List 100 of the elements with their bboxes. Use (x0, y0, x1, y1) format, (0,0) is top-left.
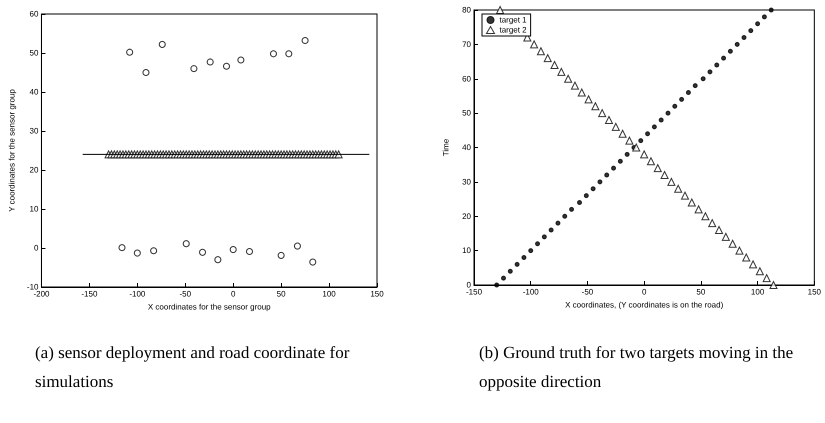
point (756, 267, 764, 276)
point (237, 56, 244, 64)
point (741, 35, 746, 40)
point (734, 42, 740, 47)
point (190, 65, 198, 72)
y-tick-label: 70 (462, 40, 472, 49)
point (688, 198, 696, 206)
point (721, 56, 726, 61)
x-tick-label: 100 (750, 288, 765, 296)
point (578, 88, 586, 96)
point (701, 212, 710, 220)
x-tick-label: -50 (582, 288, 594, 296)
point (246, 248, 253, 256)
y-tick-label: 50 (30, 48, 40, 58)
x-axis-title: X coordinates for the sensor group (148, 302, 272, 312)
point (735, 246, 744, 255)
x-tick-label: 150 (808, 288, 822, 296)
point (285, 50, 292, 58)
point (514, 262, 520, 267)
point (501, 276, 506, 281)
point (158, 40, 166, 48)
point (134, 250, 141, 257)
point (769, 281, 778, 289)
point (528, 248, 534, 254)
y-tick-label: 80 (462, 6, 472, 14)
y-tick-label: 60 (30, 10, 40, 18)
point (762, 14, 767, 20)
point (625, 136, 634, 145)
y-tick-label: 10 (30, 204, 40, 214)
point (640, 150, 648, 158)
point (548, 228, 554, 232)
point (562, 214, 568, 219)
x-tick-label: 0 (230, 290, 236, 298)
point (667, 178, 676, 186)
point (604, 116, 613, 124)
point (618, 130, 627, 138)
y-tick-label: 50 (462, 108, 472, 118)
point (591, 102, 600, 110)
point (270, 50, 277, 58)
point (714, 62, 720, 68)
point (755, 21, 760, 26)
point (652, 124, 657, 130)
point (214, 256, 222, 264)
point (749, 260, 758, 268)
y-tick-label: 20 (462, 212, 472, 221)
point (624, 152, 630, 157)
point (542, 234, 547, 240)
point (206, 58, 214, 66)
point (230, 246, 237, 254)
point (536, 47, 545, 56)
y-tick-label: 0 (34, 244, 40, 252)
y-tick-label: 20 (30, 166, 40, 174)
y-tick-label: 40 (462, 143, 472, 152)
point (686, 90, 691, 95)
point (645, 131, 650, 136)
legend-label: target 1 (500, 16, 528, 24)
point (632, 144, 640, 152)
point (199, 248, 206, 256)
point (654, 164, 662, 172)
x-tick-label: -100 (522, 288, 540, 296)
y-tick-label: 40 (30, 88, 40, 96)
point (728, 240, 737, 248)
point (638, 138, 644, 144)
y-tick-label: 0 (466, 280, 472, 290)
point (590, 186, 596, 192)
point (604, 172, 610, 178)
point (535, 241, 540, 246)
y-tick-label: 30 (462, 177, 472, 186)
x-tick-label: 50 (696, 288, 706, 296)
point (584, 193, 589, 198)
legend-label: target 2 (500, 26, 528, 34)
text: (a) sensor deployment and road coordinate for simulations (35, 343, 354, 391)
point (611, 166, 616, 171)
point (672, 104, 678, 109)
point (530, 40, 538, 48)
x-tick-label: -100 (129, 290, 146, 298)
point (728, 48, 733, 54)
point (569, 206, 574, 212)
point (496, 6, 504, 14)
point (618, 158, 623, 164)
point (612, 122, 620, 131)
x-tick-label: 150 (370, 290, 384, 298)
point (762, 274, 771, 282)
point (278, 252, 285, 259)
x-tick-label: -50 (179, 290, 192, 298)
point (294, 242, 301, 250)
point (557, 68, 566, 76)
point (577, 200, 582, 205)
point (302, 37, 309, 44)
point (674, 184, 682, 193)
point (222, 62, 230, 70)
point (570, 82, 579, 90)
point (597, 179, 602, 184)
point (521, 255, 526, 260)
point (768, 8, 774, 12)
point (722, 232, 730, 241)
x-tick-label: 50 (276, 290, 286, 298)
x-tick-label: 100 (322, 290, 336, 298)
x-tick-label: -150 (466, 288, 483, 296)
point (508, 268, 513, 274)
